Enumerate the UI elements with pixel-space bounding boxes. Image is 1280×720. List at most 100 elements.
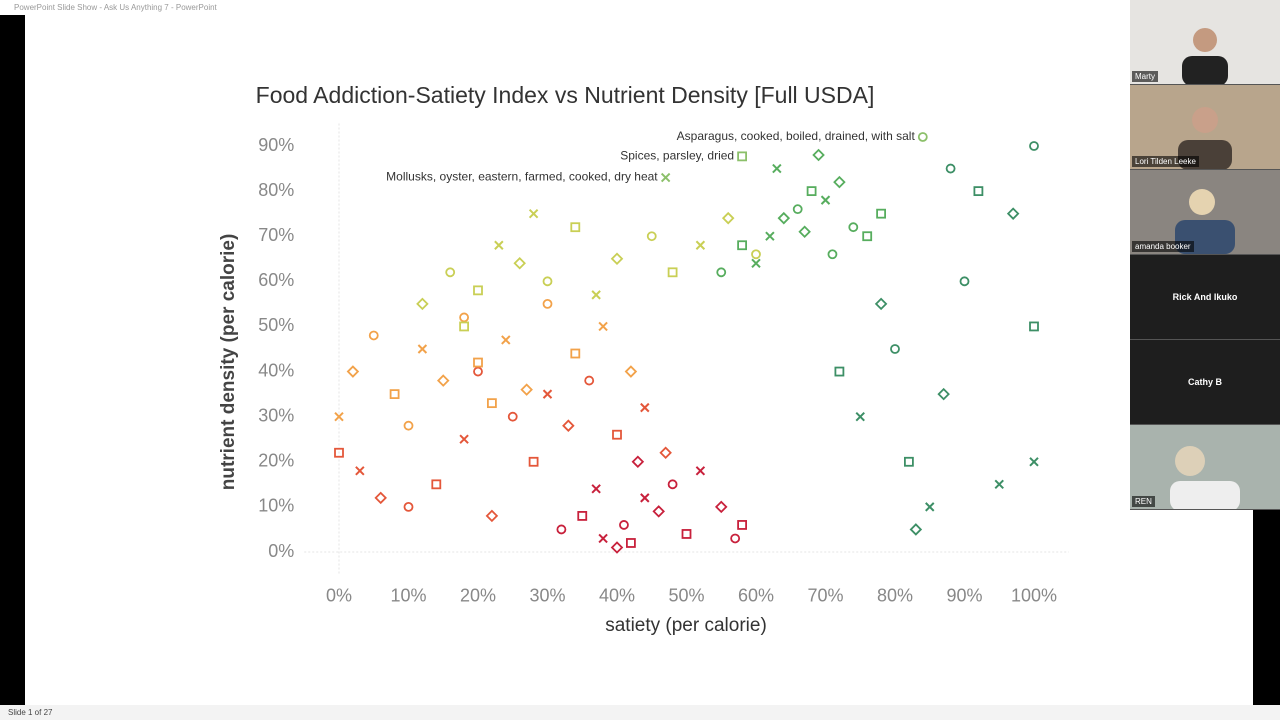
- point: [501, 335, 511, 345]
- point: [833, 175, 846, 189]
- point: [660, 172, 671, 183]
- video-tile[interactable]: Lori Tilden Leeke: [1130, 85, 1280, 170]
- point: [945, 163, 956, 174]
- point: [716, 267, 727, 278]
- point: [416, 297, 429, 311]
- y-tick-label: 70%: [258, 225, 294, 245]
- x-axis-title: satiety (per calorie): [605, 615, 767, 636]
- point: [598, 321, 608, 332]
- chart: Food Addiction-Satiety Index vs Nutrient…: [218, 82, 1069, 636]
- point: [904, 456, 914, 467]
- participant-name: amanda booker: [1132, 241, 1194, 252]
- point: [681, 529, 692, 539]
- point: [667, 479, 678, 490]
- point: [520, 383, 533, 396]
- point: [355, 466, 365, 476]
- point: [777, 211, 791, 225]
- point: [626, 538, 636, 548]
- point: [445, 267, 456, 278]
- point: [610, 541, 624, 554]
- point: [659, 446, 672, 460]
- point: [652, 505, 665, 518]
- point: [772, 163, 782, 174]
- point: [584, 375, 595, 386]
- participant-name: REN: [1132, 496, 1155, 507]
- point: [695, 466, 706, 476]
- point: [812, 148, 825, 162]
- point: [959, 276, 970, 287]
- point: [485, 509, 499, 523]
- point: [695, 240, 706, 250]
- participant-name: Cathy B: [1187, 377, 1222, 387]
- y-tick-label: 40%: [258, 360, 294, 380]
- participant-name: Marty: [1132, 71, 1158, 82]
- point: [610, 252, 624, 266]
- point: [494, 240, 504, 250]
- point: [403, 501, 414, 512]
- point: [876, 208, 886, 219]
- point: [667, 267, 678, 278]
- point: [619, 520, 629, 530]
- point: [827, 249, 838, 260]
- point: [862, 231, 873, 242]
- point: [473, 285, 483, 296]
- y-axis-title: nutrient density (per calorie): [218, 234, 239, 491]
- video: [1130, 0, 1280, 84]
- video-tile[interactable]: REN: [1130, 425, 1280, 510]
- point: [714, 500, 728, 514]
- point: [542, 276, 553, 287]
- point: [542, 298, 553, 309]
- video-tile[interactable]: amanda booker: [1130, 170, 1280, 255]
- point: [751, 258, 761, 268]
- point: [737, 520, 747, 530]
- point: [937, 387, 950, 401]
- point: [640, 402, 650, 413]
- participants-panel: Marty Lori Tilden Leeke amanda booker Ri…: [1130, 0, 1280, 511]
- participant-name: Rick And Ikuko: [1172, 292, 1238, 302]
- point: [909, 523, 923, 536]
- y-tick-label: 50%: [258, 315, 294, 335]
- point: [486, 398, 497, 409]
- point: [459, 312, 470, 323]
- point: [848, 222, 859, 233]
- point: [459, 434, 469, 444]
- point: [368, 330, 379, 341]
- point: [806, 186, 817, 197]
- point: [624, 365, 638, 378]
- video-tile[interactable]: Marty: [1130, 0, 1280, 85]
- point: [890, 344, 900, 354]
- video-tile[interactable]: Cathy B: [1130, 340, 1280, 425]
- point: [1029, 321, 1039, 332]
- point: [577, 511, 588, 521]
- point: [436, 374, 450, 387]
- point: [473, 366, 483, 377]
- point: [591, 484, 601, 494]
- annotation: Mollusks, oyster, eastern, farmed, cooke…: [386, 170, 658, 184]
- y-tick-label: 90%: [258, 135, 294, 155]
- point: [570, 222, 581, 233]
- point: [1029, 141, 1039, 151]
- status-bar: Slide 1 of 27: [0, 705, 1280, 720]
- y-tick-label: 80%: [258, 180, 294, 200]
- point: [751, 249, 761, 260]
- point: [612, 429, 622, 440]
- point: [346, 365, 360, 378]
- point: [792, 204, 803, 215]
- y-tick-label: 30%: [258, 405, 294, 425]
- point: [513, 257, 526, 270]
- x-tick-label: 50%: [668, 585, 704, 605]
- y-tick-label: 0%: [268, 541, 294, 561]
- point: [917, 132, 928, 142]
- point: [820, 195, 831, 205]
- point: [994, 479, 1004, 490]
- point: [721, 211, 735, 225]
- y-tick-label: 60%: [258, 270, 294, 290]
- x-tick-label: 80%: [877, 585, 913, 605]
- x-tick-label: 70%: [807, 585, 843, 605]
- y-tick-label: 10%: [258, 496, 294, 516]
- x-tick-label: 30%: [529, 585, 565, 605]
- point: [737, 151, 747, 162]
- video-tile[interactable]: Rick And Ikuko: [1130, 255, 1280, 340]
- x-tick-label: 90%: [946, 585, 982, 605]
